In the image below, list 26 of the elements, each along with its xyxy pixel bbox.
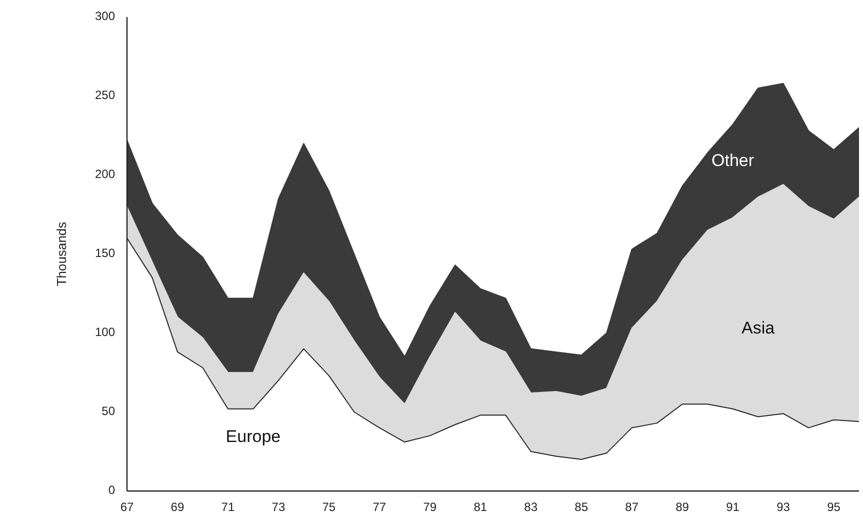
x-tick-label: 77 xyxy=(372,500,386,514)
y-tick-label: 0 xyxy=(108,483,116,498)
x-tick-label: 83 xyxy=(524,500,538,514)
y-axis-title: Thousands xyxy=(54,221,69,286)
x-tick-label: 75 xyxy=(322,500,336,514)
y-tick-label: 50 xyxy=(102,404,116,418)
y-tick-label: 300 xyxy=(94,9,116,24)
x-tick-label: 91 xyxy=(726,500,740,514)
x-tick-label: 89 xyxy=(676,500,690,514)
x-tick-label: 73 xyxy=(272,500,286,514)
x-tick-label: 69 xyxy=(170,500,184,514)
y-tick-label: 150 xyxy=(94,246,116,260)
x-tick-label: 95 xyxy=(827,500,841,514)
series-label: Other xyxy=(712,151,754,170)
x-tick-label: 85 xyxy=(574,500,588,514)
x-tick-label: 93 xyxy=(776,500,790,514)
y-tick-label: 200 xyxy=(94,167,116,182)
y-tick-label: 100 xyxy=(94,325,116,340)
x-tick-label: 71 xyxy=(221,500,235,514)
series-label: Europe xyxy=(226,427,281,446)
x-tick-label: 87 xyxy=(625,500,639,514)
x-tick-label: 81 xyxy=(474,500,488,514)
x-tick-label: 79 xyxy=(423,500,437,514)
x-tick-label: 67 xyxy=(120,500,134,514)
y-tick-label: 250 xyxy=(94,88,116,102)
series-label: Asia xyxy=(741,318,776,338)
